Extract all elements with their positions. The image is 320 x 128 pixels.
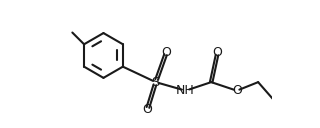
Text: O: O [213,46,222,59]
Text: O: O [142,103,152,116]
Text: O: O [232,84,242,97]
Text: O: O [162,46,171,59]
Text: S: S [152,76,160,89]
Text: NH: NH [176,84,195,97]
